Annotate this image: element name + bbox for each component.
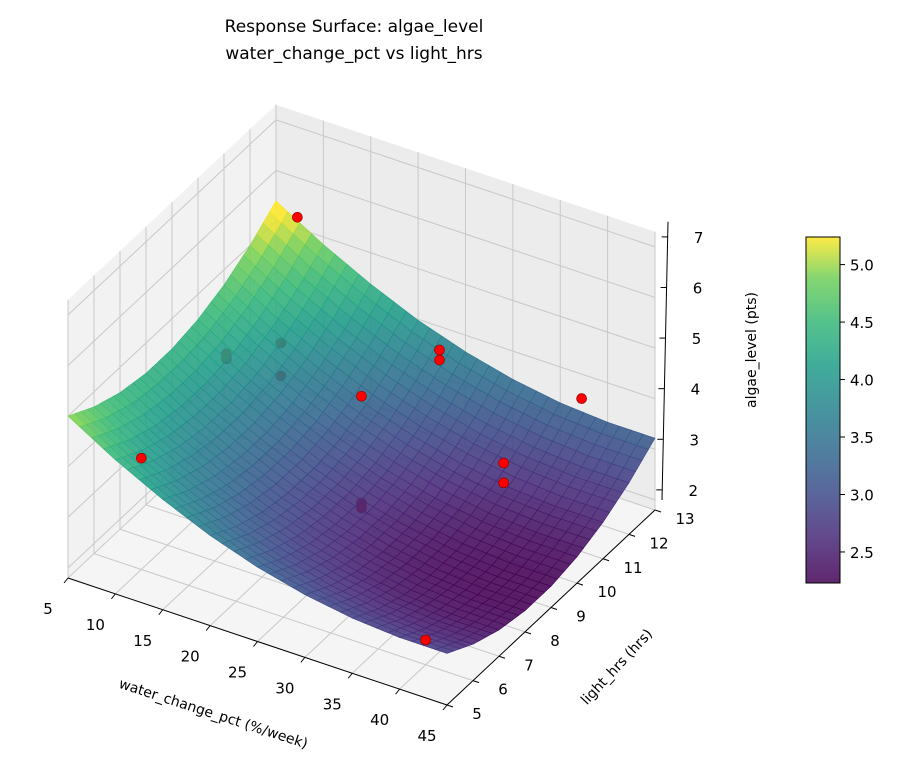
y-tick-label: 11 xyxy=(623,559,642,577)
y-tick-label: 5 xyxy=(472,705,482,723)
data-point xyxy=(498,477,509,489)
x-tick-label: 35 xyxy=(323,695,342,713)
colorbar-tick-label: 4.0 xyxy=(850,372,874,390)
y-tick xyxy=(498,655,506,659)
x-tick xyxy=(395,688,401,695)
grid-line xyxy=(93,553,474,682)
x-tick xyxy=(63,577,69,584)
y-tick xyxy=(550,607,558,610)
y-tick xyxy=(602,558,610,562)
colorbar-tick-label: 2.5 xyxy=(850,544,874,562)
grid-line xyxy=(275,119,656,248)
y-tick xyxy=(654,509,662,513)
colorbar-tick-label: 4.5 xyxy=(850,314,874,332)
z-tick-label: 2 xyxy=(688,482,698,500)
y-tick-label: 7 xyxy=(524,656,534,674)
colorbar-tick-label: 3.0 xyxy=(850,486,874,504)
y-tick-label: 13 xyxy=(675,510,694,528)
colorbar xyxy=(805,236,841,584)
colorbar-tick-label: 3.5 xyxy=(850,429,874,447)
x-tick-label: 10 xyxy=(86,616,105,634)
z-axis-line xyxy=(661,221,669,501)
data-point xyxy=(434,344,445,356)
grid-line xyxy=(275,220,656,349)
grid-line xyxy=(67,170,277,366)
data-point xyxy=(356,390,367,402)
y-tick xyxy=(472,680,480,684)
x-tick-label: 20 xyxy=(181,648,200,666)
x-tick xyxy=(300,657,306,663)
data-point xyxy=(136,452,147,464)
x-tick xyxy=(158,609,164,616)
y-tick-label: 8 xyxy=(550,632,560,650)
z-tick-label: 3 xyxy=(690,431,700,449)
data-point xyxy=(576,393,587,404)
response-surface xyxy=(67,200,656,654)
y-tick-label: 6 xyxy=(498,681,508,699)
chart-subtitle: water_change_pct vs light_hrs xyxy=(225,44,482,64)
y-tick xyxy=(446,704,454,708)
visible-points xyxy=(136,212,587,646)
y-tick-label: 10 xyxy=(597,583,616,601)
y-tick xyxy=(524,631,532,635)
z-tick-label: 4 xyxy=(691,381,701,399)
z-tick-label: 5 xyxy=(692,330,702,348)
x-tick xyxy=(110,593,116,600)
y-tick xyxy=(576,582,584,586)
x-tick-label: 15 xyxy=(133,632,152,650)
grid-line xyxy=(275,170,656,298)
surface-patch xyxy=(434,646,455,654)
x-tick-label: 40 xyxy=(370,711,389,729)
z-axis-label: algae_level (pts) xyxy=(744,292,760,408)
y-tick xyxy=(628,533,636,537)
y-axis-label: light_hrs (hrs) xyxy=(578,626,656,708)
x-tick-label: 5 xyxy=(43,600,53,618)
x-tick-label: 25 xyxy=(228,664,247,682)
x-tick xyxy=(253,641,258,647)
data-point xyxy=(498,457,509,469)
chart-title: Response Surface: algae_level xyxy=(225,17,484,37)
x-tick xyxy=(442,704,448,711)
y-tick-label: 9 xyxy=(576,608,586,626)
x-tick-label: 45 xyxy=(417,727,436,745)
z-tick-label: 6 xyxy=(693,279,703,297)
colorbar-tick-label: 5.0 xyxy=(850,257,874,275)
data-point xyxy=(434,354,445,366)
data-point xyxy=(292,212,303,223)
data-point xyxy=(420,634,431,646)
x-tick xyxy=(347,672,353,679)
x-tick xyxy=(205,625,211,631)
colorbar-ticks: 2.5 3.0 3.5 4.0 4.5 5.0 xyxy=(840,257,874,562)
x-tick-label: 30 xyxy=(275,679,294,697)
grid-line xyxy=(67,220,277,417)
grid-line xyxy=(67,119,277,316)
z-tick-label: 7 xyxy=(694,229,704,247)
y-tick-label: 12 xyxy=(649,534,668,552)
